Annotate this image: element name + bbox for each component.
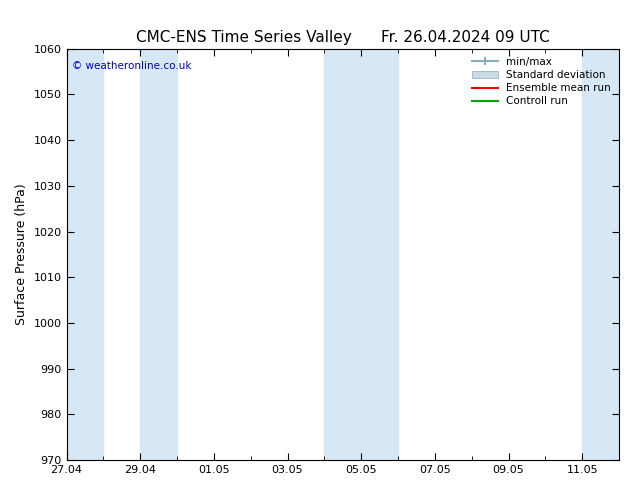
Text: © weatheronline.co.uk: © weatheronline.co.uk: [72, 61, 191, 71]
Bar: [67, 49, 103, 460]
Bar: [325, 49, 398, 460]
Y-axis label: Surface Pressure (hPa): Surface Pressure (hPa): [15, 184, 28, 325]
Bar: [140, 49, 177, 460]
Bar: [582, 49, 634, 460]
Title: CMC-ENS Time Series Valley      Fr. 26.04.2024 09 UTC: CMC-ENS Time Series Valley Fr. 26.04.202…: [136, 30, 550, 45]
Legend: min/max, Standard deviation, Ensemble mean run, Controll run: min/max, Standard deviation, Ensemble me…: [469, 54, 614, 109]
